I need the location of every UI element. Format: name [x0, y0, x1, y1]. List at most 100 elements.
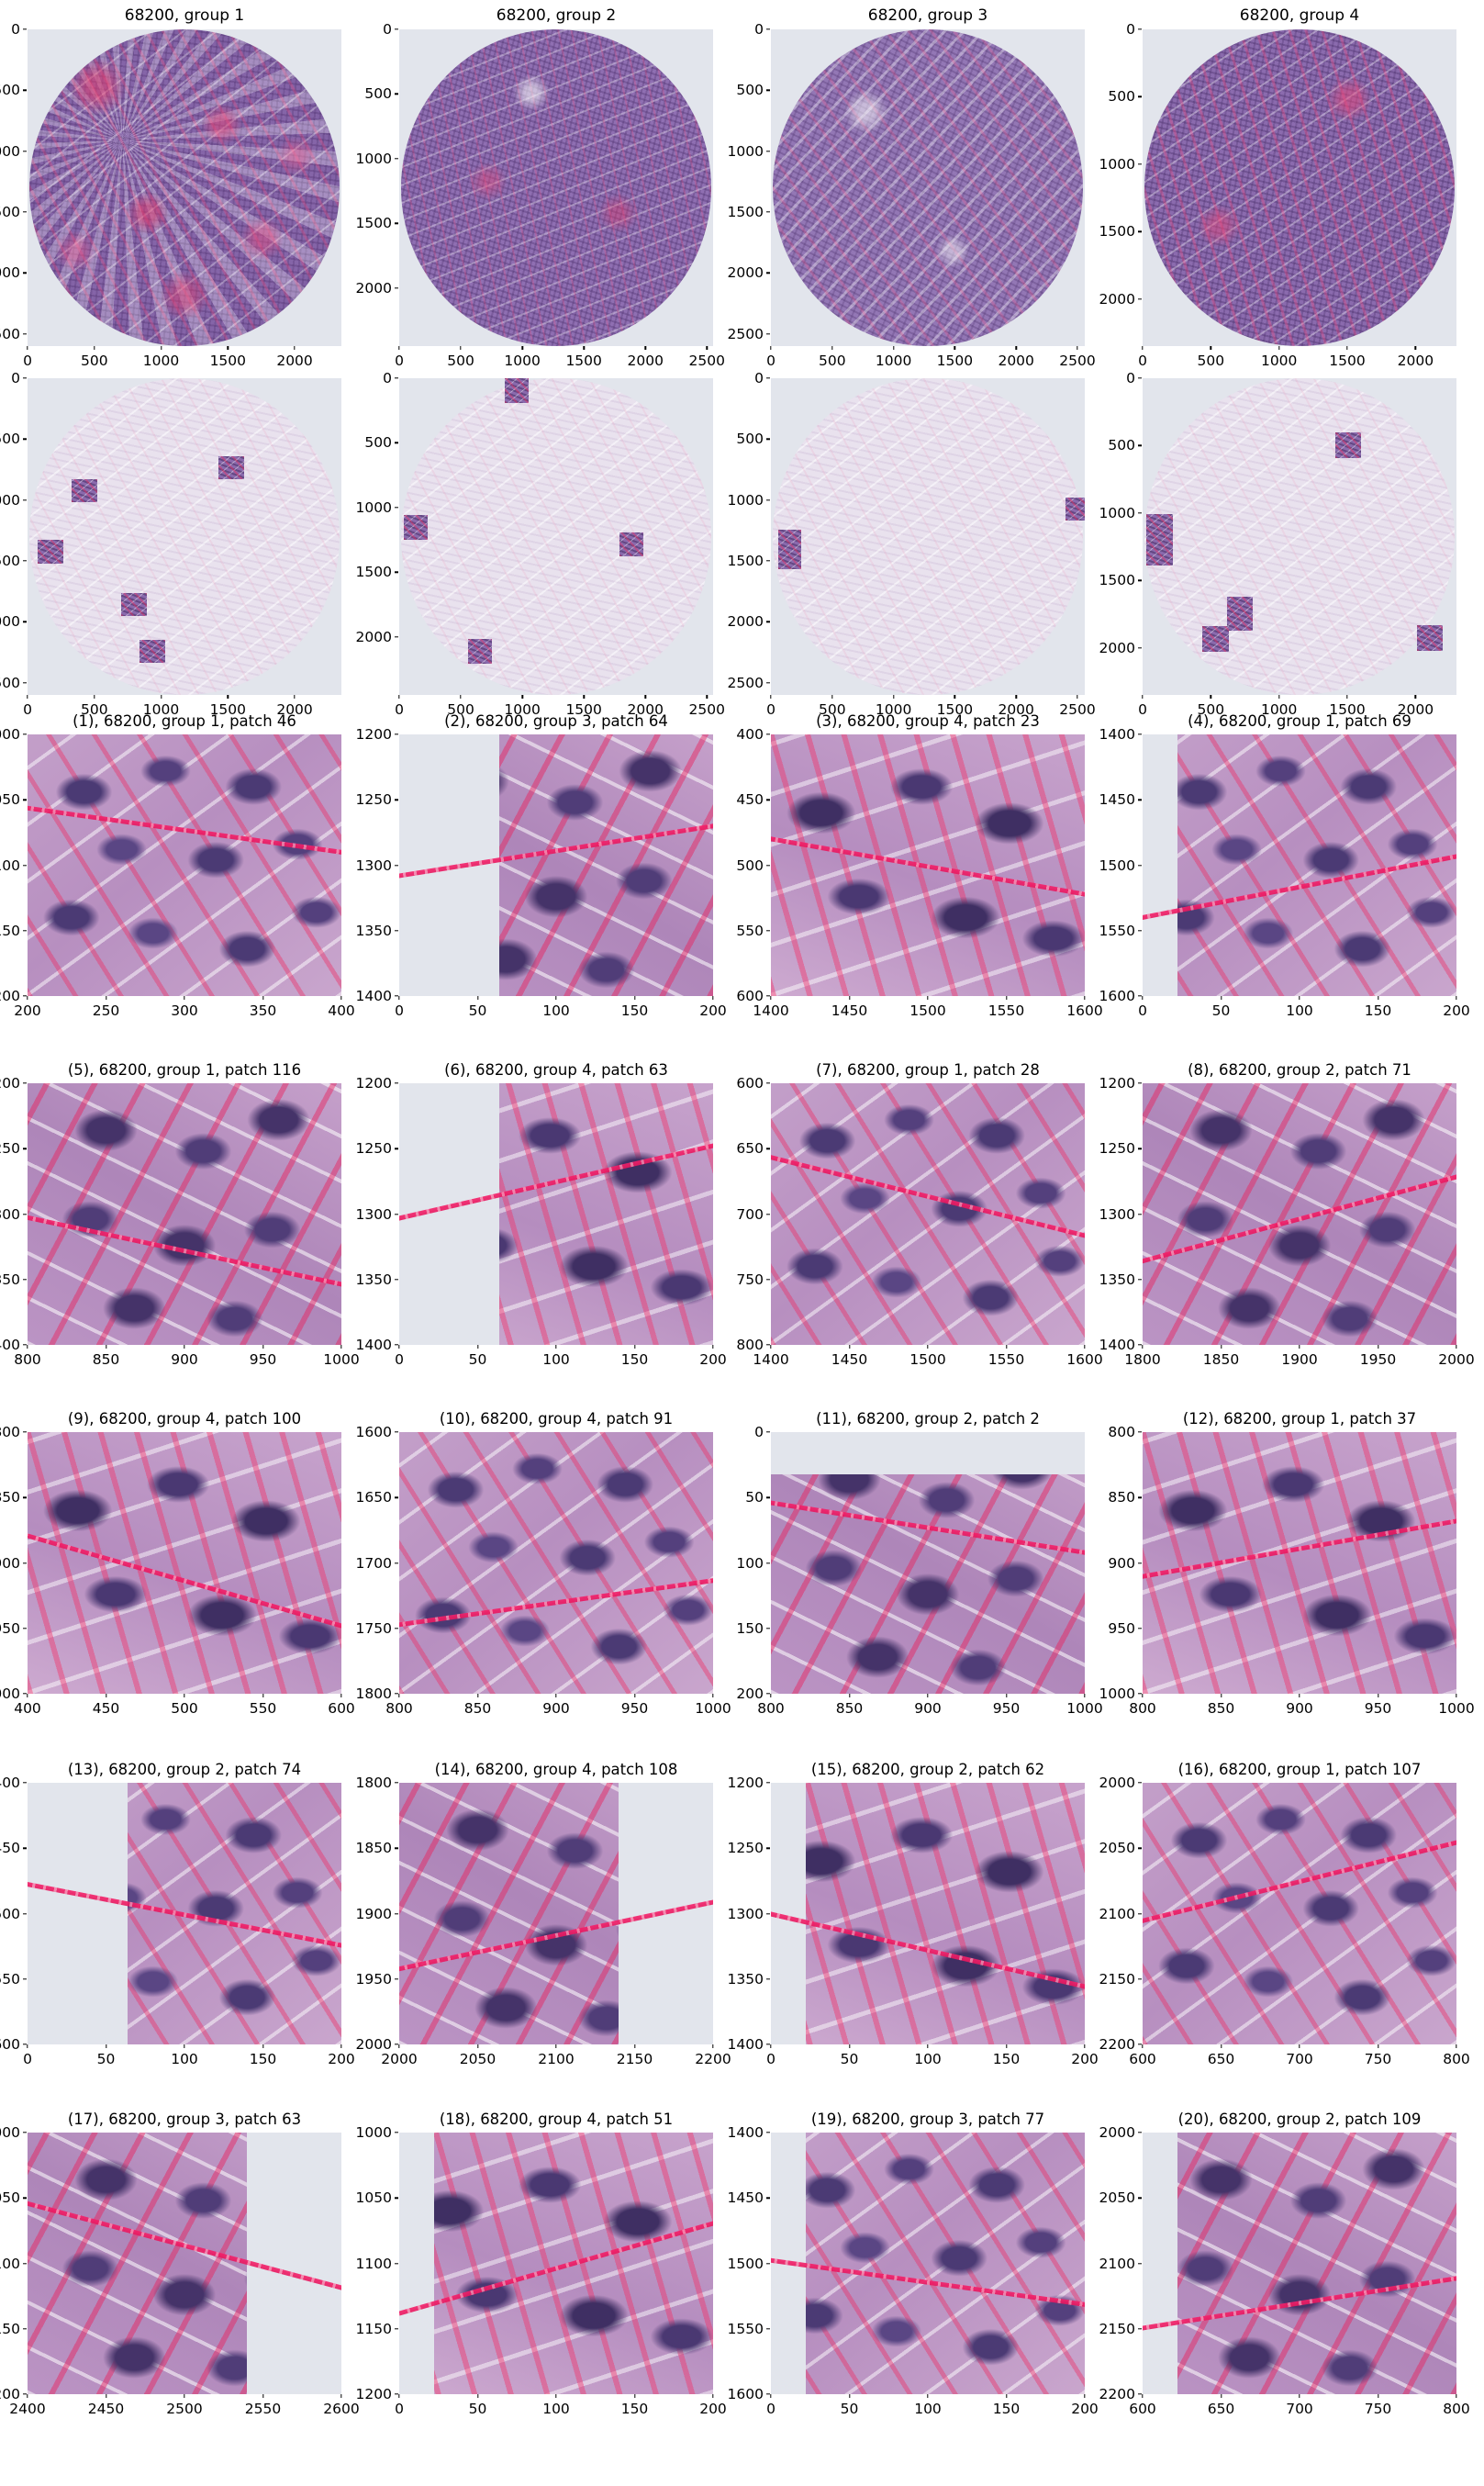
- highlighted-patch: [468, 639, 492, 665]
- y-tick-label: 0: [11, 21, 20, 38]
- stroma-band: [28, 1527, 341, 1641]
- patch-title: (14), 68200, group 4, patch 108: [434, 1761, 678, 1778]
- x-tick-label: 200: [1071, 2401, 1099, 2417]
- y-tick-mark: [766, 272, 770, 274]
- x-tick-label: 950: [992, 1700, 1021, 1717]
- x-tick-label: 1400: [753, 1351, 789, 1368]
- x-tick-label: 100: [542, 2401, 570, 2417]
- y-tick-mark: [395, 1978, 398, 1980]
- x-tick-mark: [27, 1694, 28, 1697]
- x-tick-label: 0: [395, 353, 404, 369]
- stroma-band: [1143, 845, 1456, 926]
- y-tick-label: 2350: [0, 1271, 20, 1288]
- y-tick-mark: [766, 1912, 770, 1915]
- x-tick-label: 100: [1286, 1002, 1313, 1019]
- y-tick-label: 1900: [355, 1905, 392, 1922]
- y-tick-label: 1000: [0, 726, 20, 743]
- y-tick-mark: [395, 286, 398, 289]
- y-tick-label: 1200: [355, 1075, 392, 1092]
- x-tick-label: 1000: [1260, 353, 1298, 369]
- y-tick-label: 1550: [727, 2320, 764, 2337]
- y-tick-label: 2000: [0, 613, 20, 631]
- x-tick-mark: [262, 2044, 264, 2048]
- y-tick-mark: [395, 1213, 398, 1215]
- x-tick-label: 1600: [1066, 1351, 1103, 1368]
- y-tick-label: 1150: [355, 2320, 392, 2337]
- y-tick-label: 1300: [727, 1905, 764, 1922]
- x-tick-label: 150: [992, 2051, 1021, 2067]
- x-tick-mark: [27, 1345, 28, 1349]
- x-tick-label: 1500: [936, 353, 974, 369]
- x-tick-label: 600: [328, 1700, 355, 1717]
- blank-margin: [28, 1783, 128, 2044]
- x-tick-label: 2450: [87, 2401, 125, 2417]
- y-tick-mark: [395, 158, 398, 160]
- y-tick-mark: [23, 799, 27, 801]
- y-tick-mark: [1138, 2262, 1142, 2265]
- patch-image: [1143, 1783, 1456, 2044]
- y-tick-label: 2150: [1099, 2320, 1135, 2337]
- y-tick-label: 100: [736, 1554, 764, 1572]
- patch-title: (4), 68200, group 1, patch 69: [1188, 712, 1411, 730]
- x-tick-mark: [1299, 1694, 1300, 1697]
- y-tick-label: 1800: [0, 1424, 20, 1440]
- y-tick-label: 1500: [1099, 857, 1135, 874]
- y-tick-mark: [766, 995, 770, 997]
- x-tick-mark: [848, 1694, 851, 1697]
- x-tick-label: 550: [249, 1700, 277, 1717]
- y-tick-mark: [23, 1213, 27, 1215]
- y-tick-mark: [23, 211, 27, 213]
- y-tick-label: 1250: [1099, 1140, 1135, 1158]
- y-tick-label: 1150: [0, 2320, 20, 2337]
- y-tick-mark: [23, 1782, 27, 1784]
- patch-title: (13), 68200, group 2, patch 74: [67, 1761, 302, 1778]
- y-tick-label: 1000: [0, 491, 20, 509]
- patch-image: [771, 2133, 1085, 2394]
- x-tick-mark: [398, 2394, 400, 2398]
- y-tick-label: 1100: [355, 2255, 392, 2272]
- y-tick-label: 1450: [1099, 791, 1135, 809]
- stroma-band: [399, 1891, 713, 1977]
- y-tick-label: 2500: [0, 325, 20, 342]
- patch-image: [771, 1783, 1085, 2044]
- y-tick-mark: [395, 1912, 398, 1915]
- x-tick-mark: [227, 695, 229, 699]
- x-tick-mark: [927, 1345, 929, 1349]
- x-tick-mark: [476, 996, 479, 1000]
- y-tick-label: 2500: [727, 325, 764, 342]
- y-tick-mark: [23, 995, 27, 997]
- x-tick-mark: [555, 996, 557, 1000]
- patch-image: [771, 1083, 1085, 1345]
- y-tick-label: 500: [1108, 437, 1135, 454]
- highlighted-patch: [1146, 514, 1173, 566]
- x-tick-label: 200: [699, 2401, 727, 2417]
- y-tick-mark: [23, 438, 27, 441]
- x-tick-label: 1800: [1124, 1351, 1161, 1368]
- y-tick-mark: [1138, 2197, 1142, 2199]
- x-tick-mark: [1084, 1694, 1086, 1697]
- x-tick-label: 750: [1364, 2401, 1392, 2417]
- y-tick-label: 1150: [0, 922, 20, 939]
- y-tick-mark: [23, 1431, 27, 1433]
- y-tick-mark: [395, 2132, 398, 2133]
- x-tick-mark: [1142, 1345, 1144, 1349]
- x-tick-label: 1850: [1202, 1351, 1240, 1368]
- y-tick-mark: [766, 1431, 770, 1433]
- x-tick-label: 1550: [987, 1002, 1025, 1019]
- x-tick-label: 750: [1364, 2051, 1392, 2067]
- y-tick-mark: [766, 498, 770, 501]
- y-tick-mark: [766, 89, 770, 92]
- y-tick-mark: [23, 682, 27, 684]
- x-tick-mark: [476, 2044, 479, 2048]
- x-tick-mark: [1084, 1345, 1086, 1349]
- y-tick-label: 1050: [0, 791, 20, 809]
- patch-image: [28, 2133, 341, 2394]
- x-tick-label: 1000: [695, 1700, 731, 1717]
- y-tick-label: 1000: [1099, 155, 1135, 173]
